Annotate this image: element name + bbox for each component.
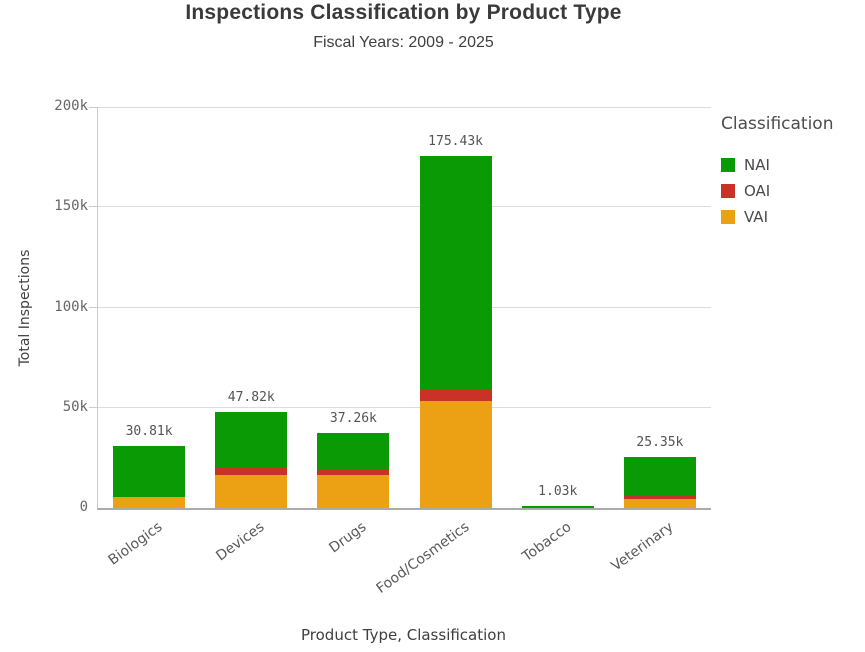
bar-food-cosmetics[interactable] [419, 107, 492, 508]
gridline [98, 107, 711, 108]
bar-biologics[interactable] [113, 107, 186, 508]
bar-total-label: 25.35k [636, 435, 684, 451]
bar-veterinary[interactable] [623, 107, 696, 508]
legend-item-label: NAI [744, 156, 770, 174]
bar-segment-oai[interactable] [419, 389, 492, 401]
legend-item-oai[interactable]: OAI [721, 178, 861, 204]
y-tick-mark [89, 206, 98, 208]
bar-segment-nai[interactable] [215, 412, 288, 469]
bar-segment-nai[interactable] [521, 505, 594, 508]
bar-drugs[interactable] [317, 107, 390, 508]
bar-segment-nai[interactable] [113, 446, 186, 498]
bar-total-label: 47.82k [227, 390, 275, 406]
y-tick-mark [89, 306, 98, 308]
bar-segment-vai[interactable] [419, 400, 492, 508]
bar-segment-vai[interactable] [623, 498, 696, 508]
bar-total-label: 37.26k [329, 411, 377, 427]
bar-segment-oai[interactable] [317, 469, 390, 475]
legend-swatch [721, 210, 735, 224]
y-tick-label: 200k [54, 98, 88, 114]
legend-items: NAI OAI VAI [721, 152, 861, 230]
legend-swatch [721, 158, 735, 172]
bar-total-label: 175.43k [428, 134, 483, 150]
bar-total-label: 1.03k [538, 483, 578, 499]
bar-total-label: 30.81k [125, 424, 173, 440]
x-axis-title: Product Type, Classification [301, 626, 506, 644]
bar-segment-vai[interactable] [317, 474, 390, 508]
y-tick-label: 50k [62, 398, 88, 415]
x-axis-labels: Biologics Devices Drugs Food/Cosmetics Tobac… [97, 509, 710, 619]
y-tick-mark [89, 107, 98, 108]
y-tick-label: 0 [79, 499, 88, 515]
bar-segment-nai[interactable] [419, 156, 492, 390]
legend-title: Classification [721, 114, 834, 134]
y-tick-label: 150k [54, 198, 88, 215]
legend-item-vai[interactable]: VAI [721, 204, 861, 230]
y-axis-ticks: 200k 150k 100k 50k 0 [0, 98, 88, 515]
bar-segment-oai[interactable] [623, 495, 696, 499]
bar-segment-oai[interactable] [215, 468, 288, 475]
legend-item-label: OAI [744, 182, 771, 200]
chart-header: Inspections Classification by Product Ty… [97, 0, 710, 52]
y-tick-mark [89, 406, 98, 408]
bar-segment-vai[interactable] [113, 497, 186, 508]
legend-item-label: VAI [744, 208, 768, 226]
gridline [98, 206, 711, 208]
legend-item-nai[interactable]: NAI [721, 152, 861, 178]
legend-swatch [721, 184, 735, 198]
chart-subtitle: Fiscal Years: 2009 - 2025 [313, 34, 494, 51]
bar-segment-nai[interactable] [317, 433, 390, 470]
bar-tobacco[interactable] [521, 107, 594, 508]
bar-segment-nai[interactable] [623, 457, 696, 496]
gridline [98, 306, 711, 308]
legend: Classification NAI OAI VAI [721, 114, 861, 230]
plot-area: 30.81k 47.82k 37.26k 175.43k 1.03k 25.35k [89, 107, 711, 510]
chart-title: Inspections Classification by Product Ty… [185, 1, 622, 24]
bar-devices[interactable] [215, 107, 288, 508]
bar-segment-vai[interactable] [215, 474, 288, 508]
y-tick-label: 100k [54, 298, 88, 315]
gridline [98, 406, 711, 408]
